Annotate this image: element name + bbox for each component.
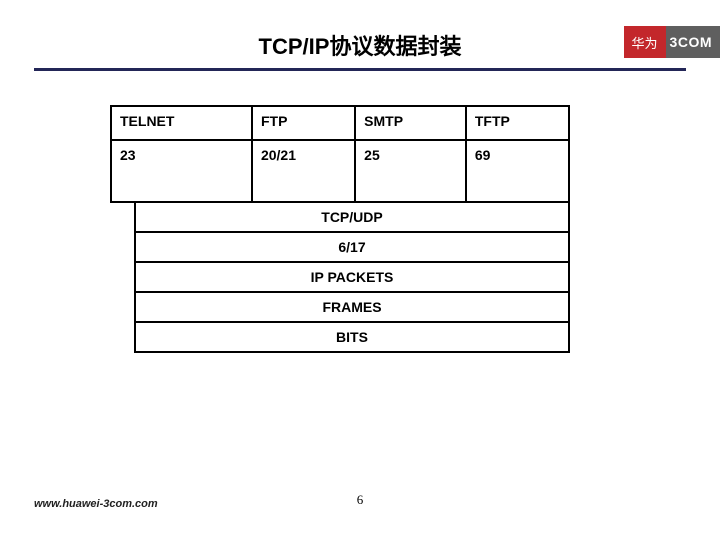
protocol-cell: FTP xyxy=(252,106,355,140)
stack-layer-transport: TCP/UDP xyxy=(134,203,570,233)
3com-logo-text: 3COM xyxy=(666,26,720,58)
brand-logo: 华为 3COM xyxy=(624,26,720,58)
port-cell: 20/21 xyxy=(252,140,355,202)
protocol-cell: SMTP xyxy=(355,106,466,140)
stack-layer-transport-ids: 6/17 xyxy=(134,233,570,263)
protocol-cell: TFTP xyxy=(466,106,569,140)
port-cell: 25 xyxy=(355,140,466,202)
stack-layer-datalink: FRAMES xyxy=(134,293,570,323)
table-row: 23 20/21 25 69 xyxy=(111,140,569,202)
footer-url: www.huawei-3com.com xyxy=(34,498,158,510)
title-underline xyxy=(34,68,686,71)
protocol-table: TELNET FTP SMTP TFTP 23 20/21 25 69 xyxy=(110,105,570,203)
port-cell: 69 xyxy=(466,140,569,202)
stack-layer-physical: BITS xyxy=(134,323,570,353)
stack-layer-network: IP PACKETS xyxy=(134,263,570,293)
table-row: TELNET FTP SMTP TFTP xyxy=(111,106,569,140)
encapsulation-diagram: TELNET FTP SMTP TFTP 23 20/21 25 69 TCP/… xyxy=(110,105,570,353)
port-cell: 23 xyxy=(111,140,252,202)
slide-title: TCP/IP协议数据封装 xyxy=(259,29,462,61)
page-number: 6 xyxy=(357,492,364,508)
protocol-cell: TELNET xyxy=(111,106,252,140)
huawei-logo-text: 华为 xyxy=(624,26,666,58)
